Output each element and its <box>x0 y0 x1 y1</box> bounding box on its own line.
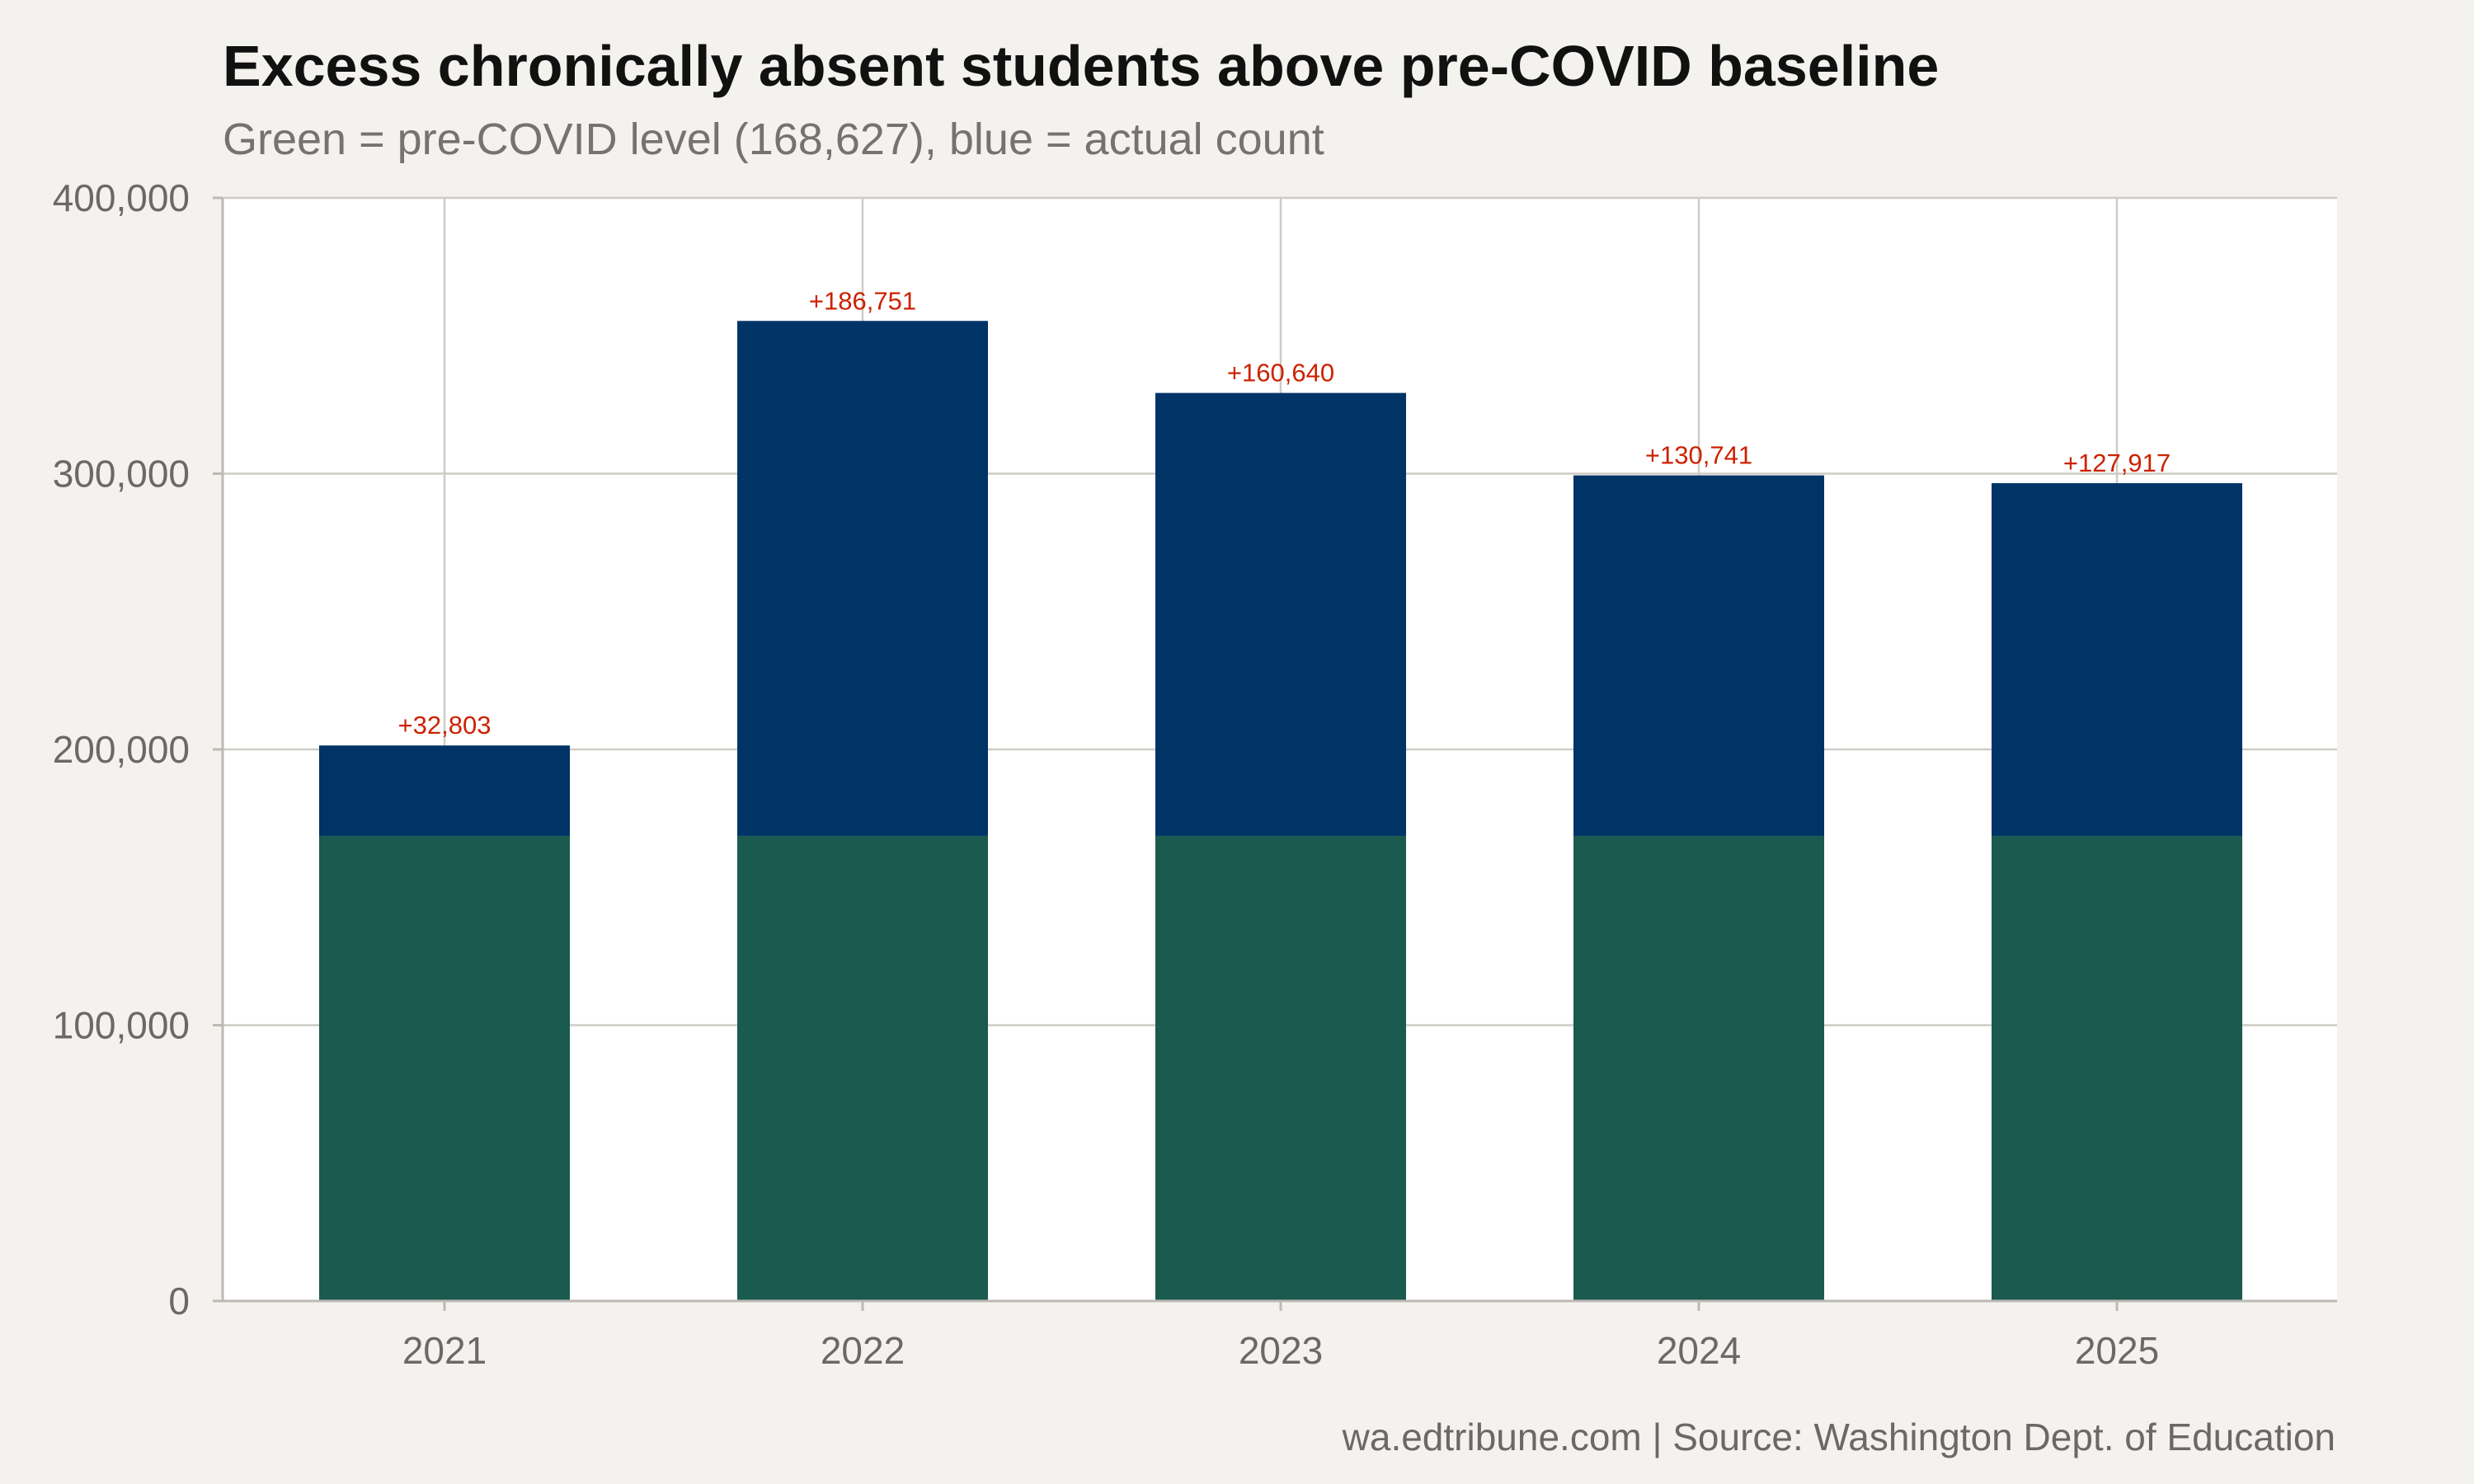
x-tick-label: 2022 <box>821 1329 905 1372</box>
x-tick-label: 2025 <box>2075 1329 2159 1372</box>
baseline-bar <box>1573 835 1824 1301</box>
y-tick-label: 400,000 <box>53 176 190 219</box>
axes: 0 100,000 200,000 300,000 400,000 2021 2022 202… <box>53 176 2337 1372</box>
chart-title: Excess chronically absent students above… <box>223 34 1940 98</box>
chart-subtitle: Green = pre-COVID level (168,627), blue … <box>223 115 1324 164</box>
excess-data-label: +127,917 <box>2063 448 2171 477</box>
baseline-bar <box>319 835 570 1301</box>
excess-data-label: +186,751 <box>809 286 916 315</box>
baseline-bar <box>1155 835 1406 1301</box>
baseline-bar <box>1992 835 2242 1301</box>
excess-bar <box>1992 483 2242 836</box>
y-tick-label: 100,000 <box>53 1004 190 1047</box>
x-tick-label: 2024 <box>1657 1329 1741 1372</box>
x-tick-label: 2023 <box>1239 1329 1323 1372</box>
excess-bar <box>319 745 570 836</box>
excess-bar <box>1155 392 1406 836</box>
chart-caption: wa.edtribune.com | Source: Washington De… <box>1342 1416 2335 1458</box>
baseline-bar <box>737 835 988 1301</box>
x-tick-label: 2021 <box>402 1329 487 1372</box>
excess-bar <box>1573 475 1824 836</box>
data-labels: +32,803 +186,751 +160,640 +130,741 +127,917 <box>398 286 2171 740</box>
y-tick-label: 300,000 <box>53 453 190 495</box>
excess-data-label: +130,741 <box>1645 441 1752 470</box>
bars <box>319 321 2242 1301</box>
excess-data-label: +160,640 <box>1227 359 1334 387</box>
excess-data-label: +32,803 <box>398 711 492 740</box>
excess-bar <box>737 321 988 836</box>
y-tick-label: 200,000 <box>53 728 190 771</box>
y-tick-label: 0 <box>168 1280 190 1322</box>
